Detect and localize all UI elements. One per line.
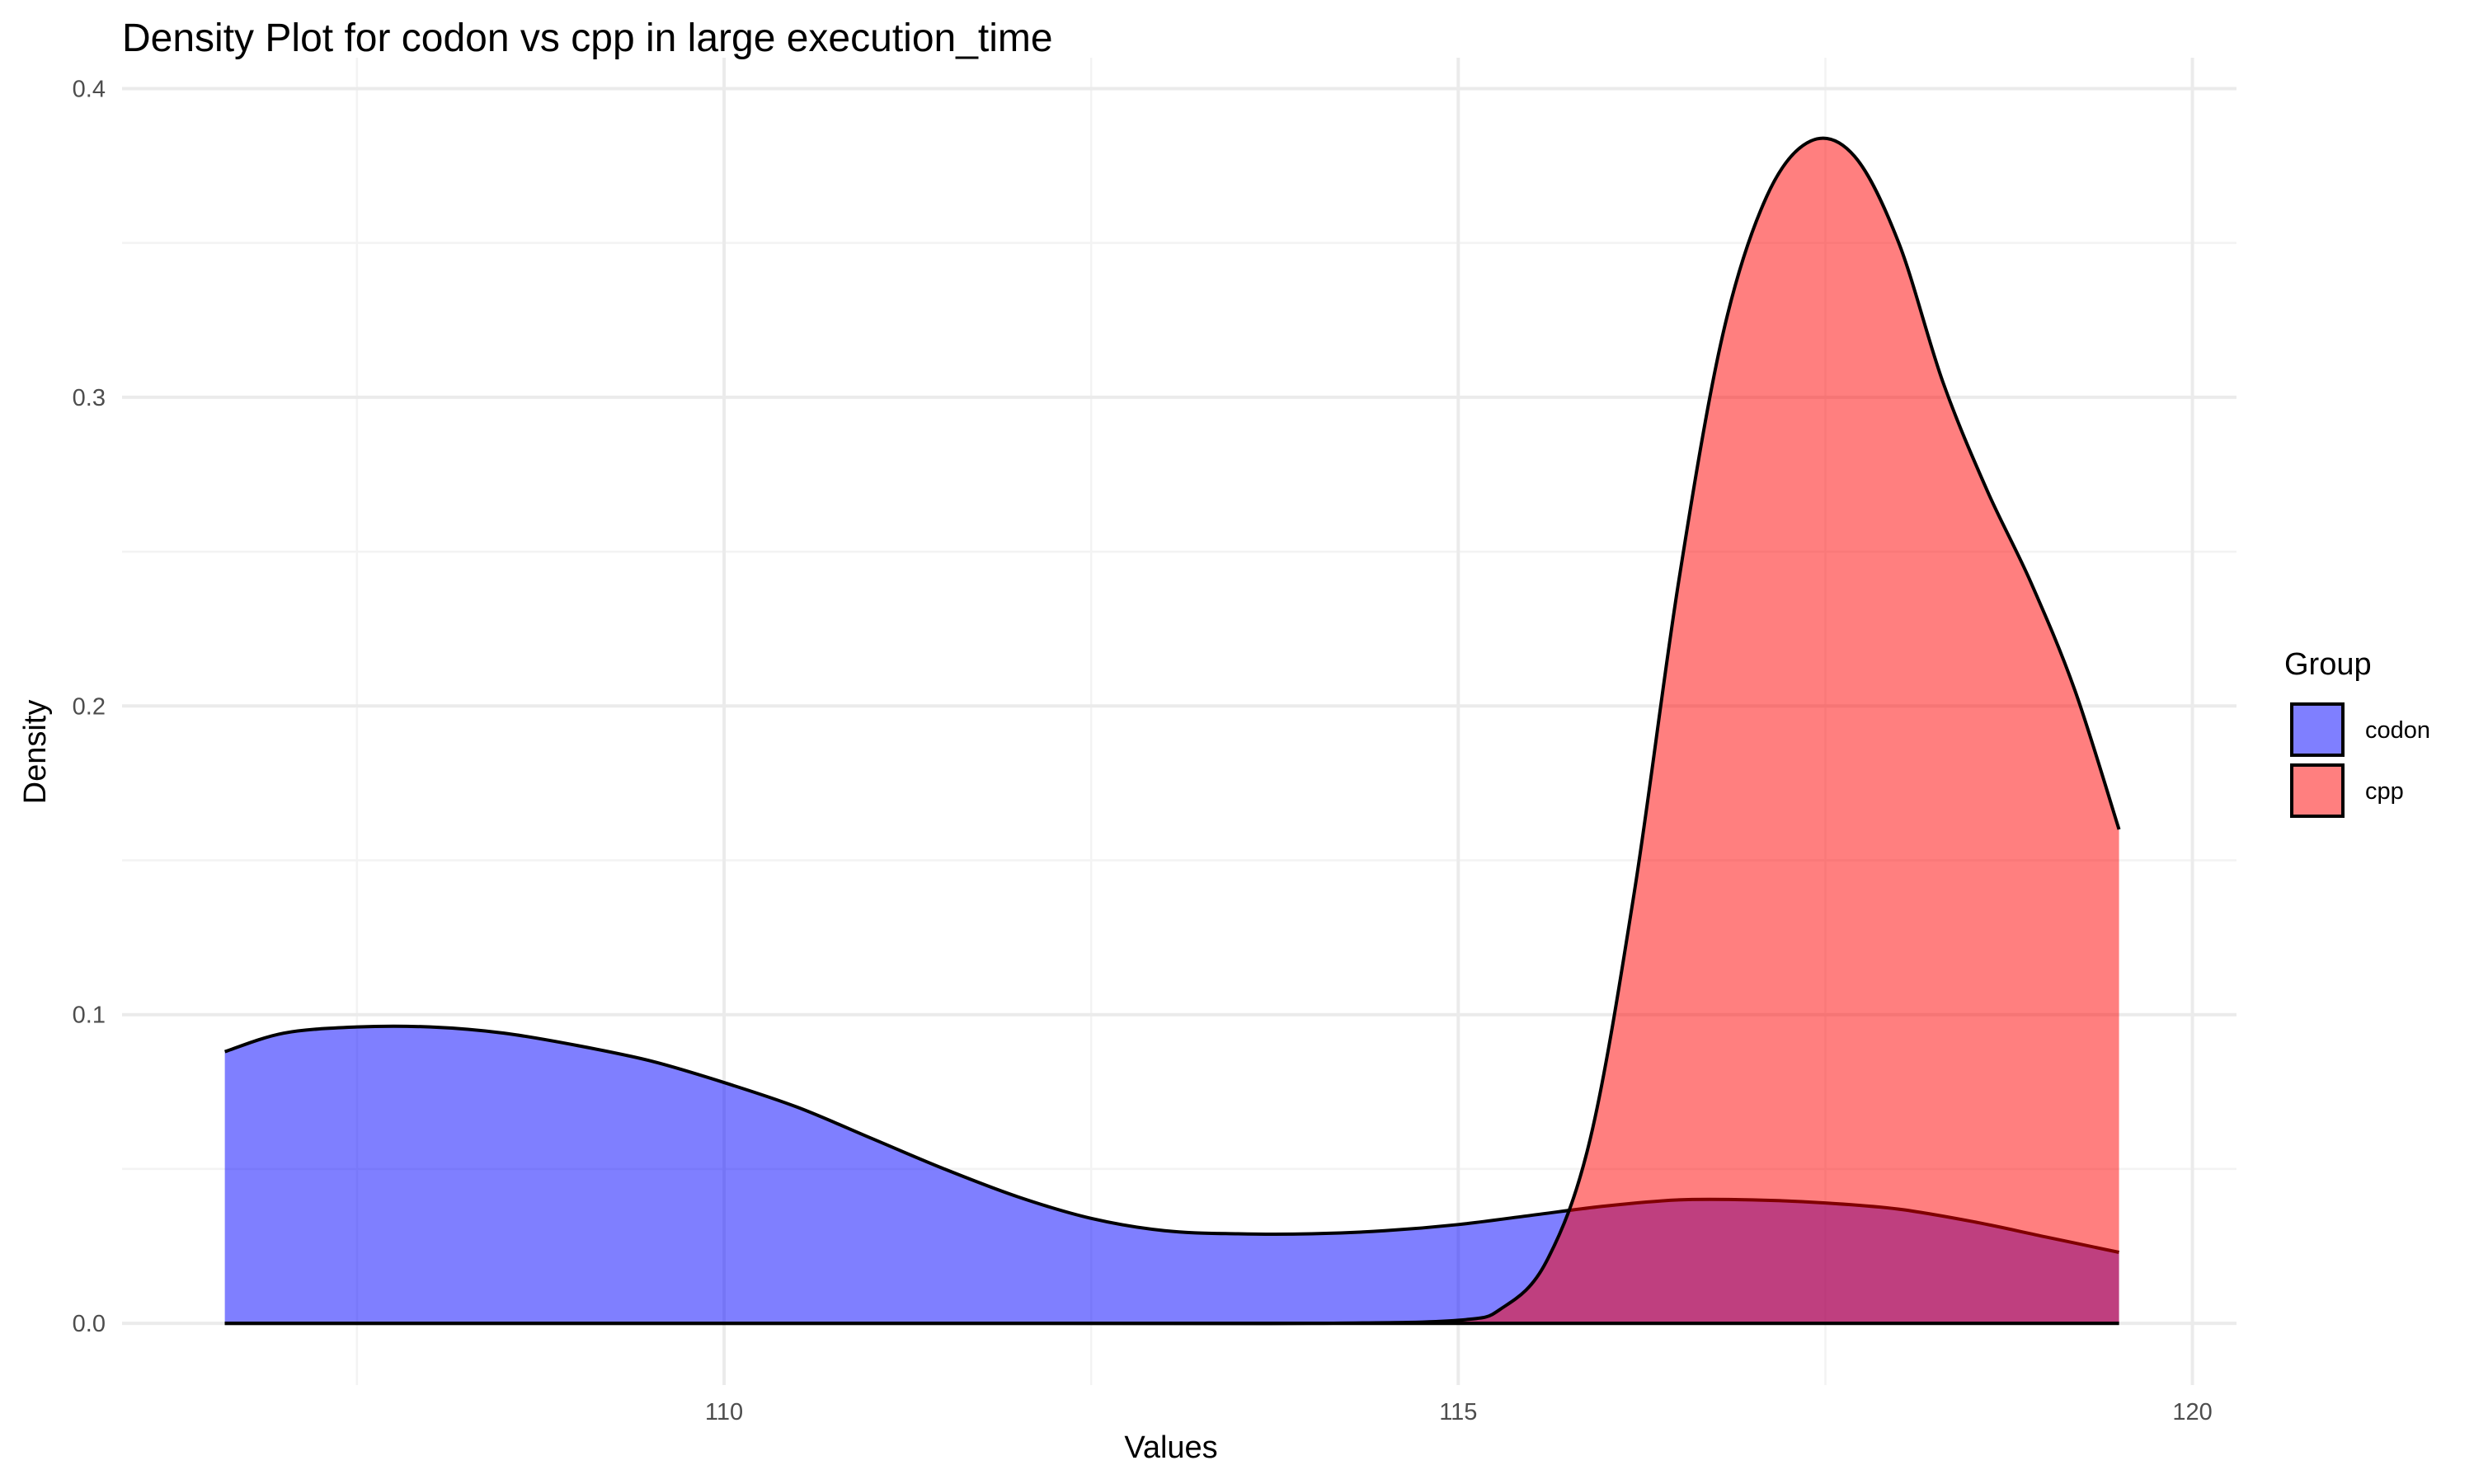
x-axis-title: Values — [1124, 1430, 1217, 1465]
x-axis-ticks: 110 115 120 — [705, 1399, 2213, 1425]
y-tick-label: 0.2 — [73, 693, 106, 720]
legend-label-codon: codon — [2365, 717, 2430, 744]
y-axis-title: Density — [18, 700, 53, 805]
density-areas — [224, 136, 2121, 1326]
chart-title: Density Plot for codon vs cpp in large e… — [122, 16, 1053, 60]
x-tick-label: 115 — [1439, 1399, 1477, 1425]
density-area-cpp — [224, 138, 2119, 1324]
legend-key-codon — [2290, 702, 2345, 757]
x-tick-label: 110 — [705, 1399, 743, 1425]
legend: Group codon cpp — [2284, 647, 2430, 818]
legend-title: Group — [2284, 647, 2372, 682]
legend-label-cpp: cpp — [2365, 778, 2404, 805]
x-tick-label: 120 — [2172, 1399, 2212, 1425]
y-tick-label: 0.4 — [73, 76, 106, 102]
y-tick-label: 0.0 — [73, 1311, 106, 1337]
y-tick-label: 0.3 — [73, 385, 106, 411]
y-axis-ticks: 0.0 0.1 0.2 0.3 0.4 — [73, 76, 106, 1337]
y-tick-label: 0.1 — [73, 1003, 106, 1029]
legend-key-cpp — [2290, 763, 2345, 818]
